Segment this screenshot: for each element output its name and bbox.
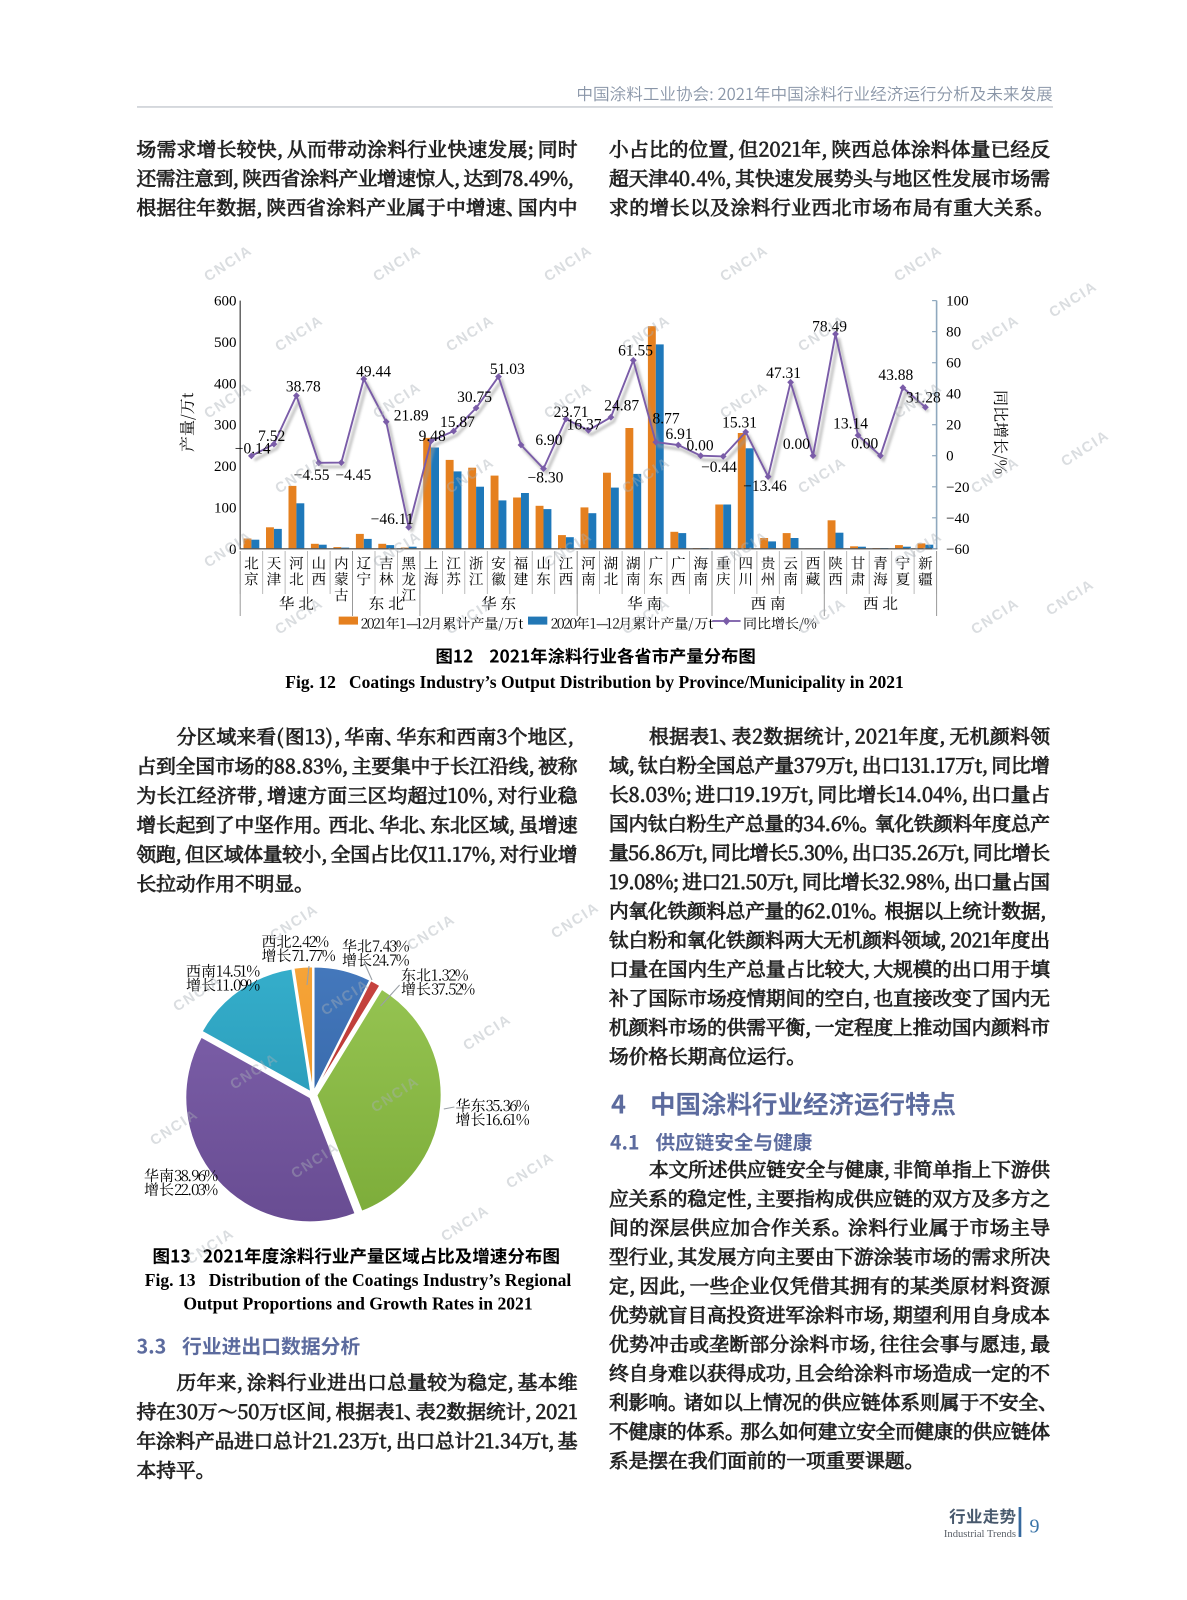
svg-text:49.44: 49.44	[356, 364, 391, 381]
svg-text:47.31: 47.31	[766, 365, 801, 382]
svg-text:400: 400	[214, 376, 237, 392]
svg-text:24.87: 24.87	[604, 397, 639, 414]
svg-text:40: 40	[946, 387, 961, 403]
svg-text:0.00: 0.00	[783, 436, 810, 453]
svg-text:−40: −40	[946, 511, 969, 527]
svg-text:100: 100	[946, 294, 969, 310]
svg-text:6.90: 6.90	[535, 432, 562, 449]
svg-text:100: 100	[214, 500, 237, 516]
svg-text:−8.30: −8.30	[527, 470, 563, 487]
svg-text:−46.11: −46.11	[371, 511, 414, 528]
svg-text:78.49: 78.49	[812, 318, 847, 335]
svg-text:31.28: 31.28	[906, 389, 941, 406]
svg-text:80: 80	[946, 325, 961, 341]
svg-text:−13.46: −13.46	[743, 478, 787, 495]
svg-text:23.71: 23.71	[554, 404, 589, 421]
svg-text:Fig. 13 Distribution of the: Fig. 13 Distribution of the Coatings Ind…	[145, 1270, 572, 1290]
svg-text:38.78: 38.78	[286, 379, 321, 396]
svg-text:0.00: 0.00	[686, 437, 713, 454]
svg-text:−4.55: −4.55	[294, 467, 330, 484]
svg-text:60: 60	[946, 356, 961, 372]
svg-text:Fig. 12 Coatings Industry’s: Fig. 12 Coatings Industry’s Output Distr…	[285, 672, 903, 692]
svg-text:200: 200	[214, 459, 237, 475]
svg-text:−4.45: −4.45	[335, 467, 371, 484]
svg-text:−0.14: −0.14	[235, 440, 271, 457]
svg-text:−60: −60	[946, 542, 969, 558]
svg-text:13.14: 13.14	[833, 416, 868, 433]
svg-text:15.87: 15.87	[440, 414, 475, 431]
svg-text:Industrial Trends: Industrial Trends	[944, 1529, 1016, 1540]
svg-text:21.89: 21.89	[394, 408, 429, 425]
svg-text:15.31: 15.31	[722, 414, 757, 431]
svg-text:16.37: 16.37	[567, 417, 602, 434]
svg-text:20: 20	[946, 418, 961, 434]
svg-text:9: 9	[1030, 1515, 1040, 1537]
svg-text:0.00: 0.00	[851, 435, 878, 452]
svg-text:9.48: 9.48	[419, 428, 446, 445]
svg-text:7.52: 7.52	[258, 428, 285, 445]
svg-text:8.77: 8.77	[652, 410, 679, 427]
svg-text:0: 0	[946, 449, 954, 465]
svg-text:0: 0	[229, 542, 237, 558]
svg-text:−0.44: −0.44	[701, 459, 737, 476]
svg-text:61.55: 61.55	[618, 343, 653, 360]
svg-text:30.75: 30.75	[457, 389, 492, 406]
svg-text:51.03: 51.03	[490, 361, 525, 378]
svg-text:300: 300	[214, 418, 237, 434]
svg-text:500: 500	[214, 335, 237, 351]
svg-text:43.88: 43.88	[878, 367, 913, 384]
svg-text:Output Proportions and Growth: Output Proportions and Growth Rates in 2…	[183, 1294, 532, 1314]
svg-text:−20: −20	[946, 480, 969, 496]
svg-text:6.91: 6.91	[665, 426, 692, 443]
svg-text:600: 600	[214, 294, 237, 310]
